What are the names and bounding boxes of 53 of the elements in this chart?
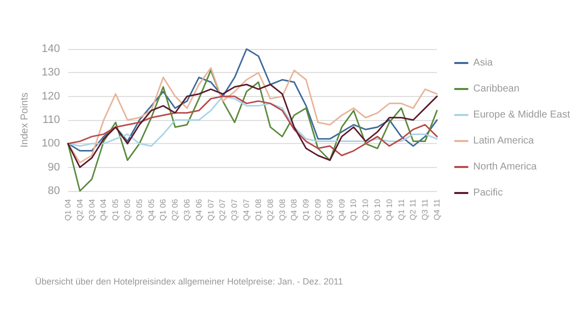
x-tick-label: Q2 04 [75,198,84,221]
y-tick-label: 130 [42,66,60,79]
y-tick-label: 110 [42,114,60,126]
y-tick-label: 80 [48,185,60,197]
text: Übersicht über den Hotelpreisindex allgemeiner Hotelpreise: Jan. - Dez. 2011 [35,276,343,286]
x-tick-label: Q1 09 [302,198,311,221]
x-tick-label: Q2 05 [123,198,132,221]
y-axis-title: Index Points [20,92,30,148]
x-tick-label: Q1 11 [396,198,406,220]
x-tick-label: Q4 09 [337,198,346,221]
x-tick-label: Q4 11 [432,198,442,220]
x-tick-label: Q1 04 [64,198,72,221]
x-tick-label: Q1 06 [158,198,168,221]
y-tick-label: 120 [42,90,60,102]
line-series [67,84,438,168]
x-tick-label: Q4 04 [99,198,108,221]
x-tick-label: Q3 10 [372,198,382,221]
x-tick-label: Q3 04 [87,198,96,221]
x-tick-label: Q1 07 [206,198,216,221]
x-tick-label: Q2 08 [266,198,275,221]
x-tick-label: Q2 11 [408,198,418,220]
y-tick-label: 140 [42,43,60,55]
x-tick-label: Q4 05 [146,198,156,221]
x-tick-label: Q3 09 [325,198,334,221]
x-tick-label: Q2 09 [313,198,322,221]
x-tick-label: Q4 10 [384,198,394,221]
legend-label: Latin America [473,136,534,146]
x-tick-label: Q3 05 [134,198,144,221]
x-tick-label: Q2 06 [170,198,180,221]
line-series [67,96,438,156]
line-series [67,48,438,152]
x-tick-label: Q2 10 [361,198,370,221]
line-series [67,96,438,147]
y-tick-label: 90 [48,161,60,174]
x-tick-label: Q4 08 [290,198,299,221]
x-tick-label: Q2 07 [218,198,228,221]
x-tick-label: Q1 08 [254,198,263,221]
legend-label: Asia [473,58,494,68]
x-tick-label: Q3 07 [230,198,240,221]
line-series [67,67,438,164]
x-tick-label: Q4 06 [194,198,204,221]
x-tick-label: Q1 05 [111,198,120,221]
legend-label: North America [473,162,538,172]
x-tick-label: Q4 07 [242,198,252,221]
line-series [67,70,438,192]
x-tick-label: Q3 08 [278,198,287,221]
x-tick-label: Q3 06 [182,198,192,221]
legend-label: Caribbean [473,84,520,94]
y-tick-label: 100 [42,138,60,150]
legend-label: Pacific [473,188,503,198]
legend-label: Europe & Middle East [473,110,570,120]
x-tick-label: Q3 11 [420,198,430,220]
x-tick-label: Q1 10 [349,198,358,221]
